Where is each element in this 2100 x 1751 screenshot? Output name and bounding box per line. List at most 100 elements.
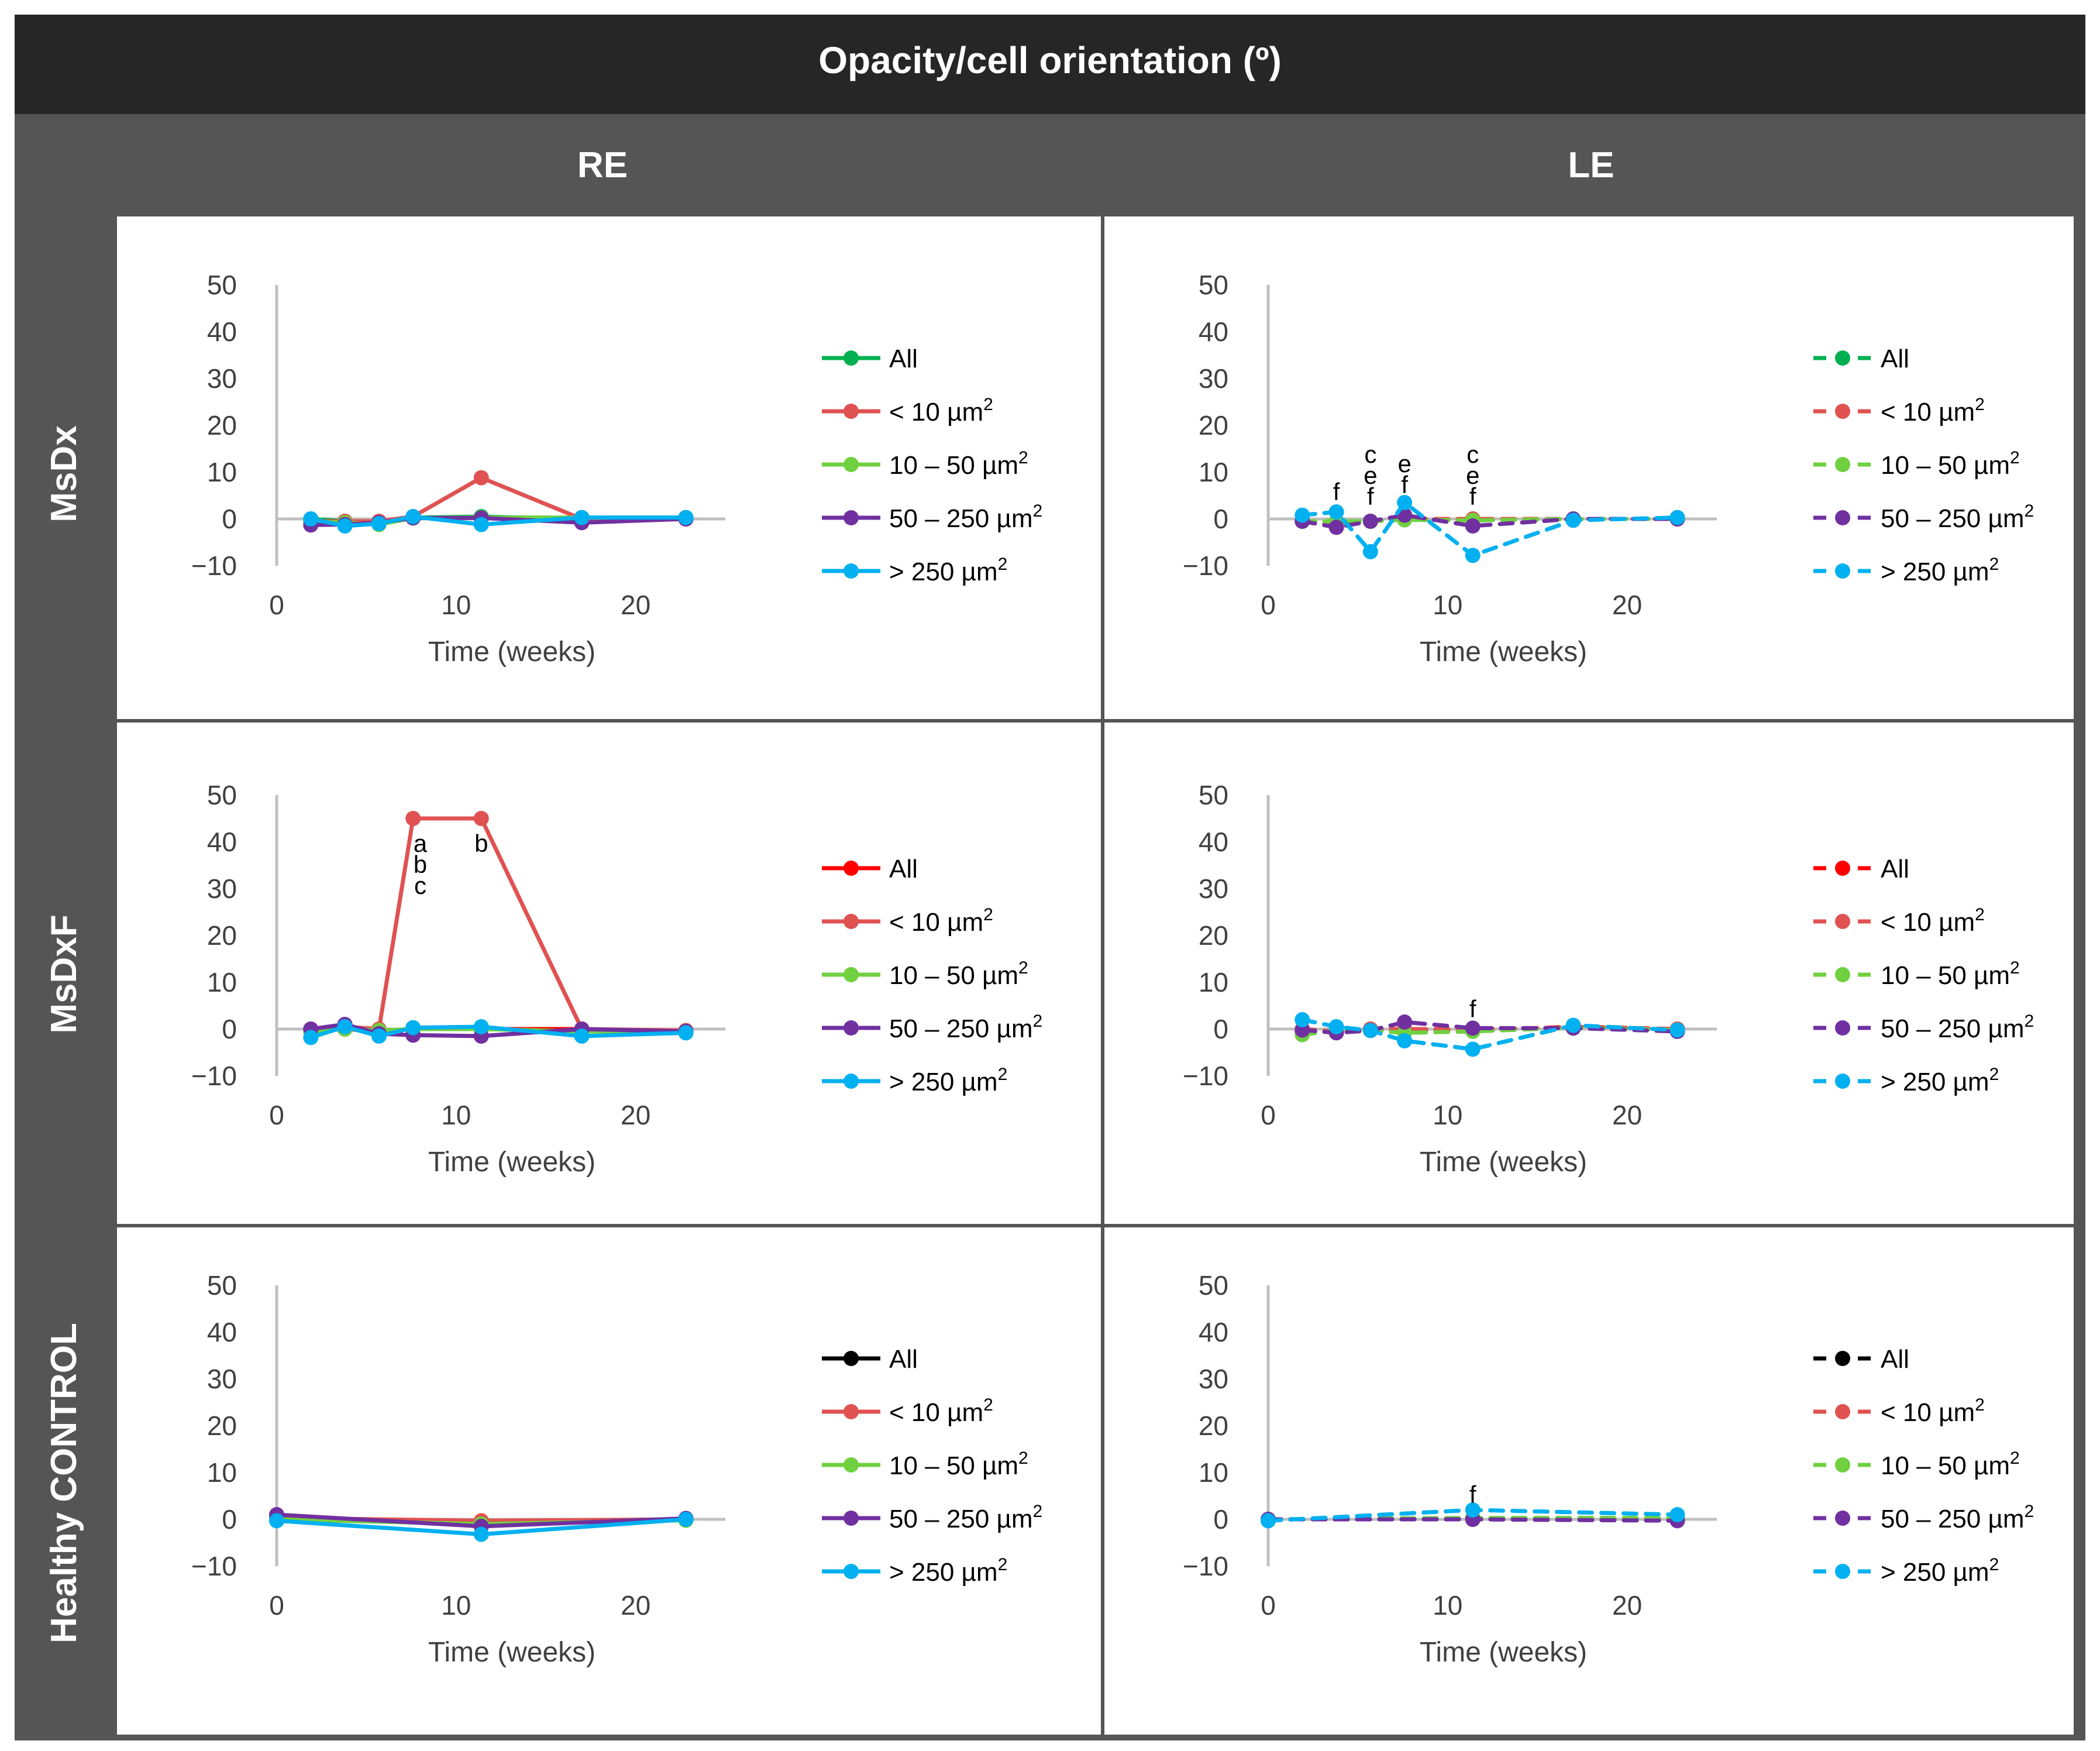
legend-label: All xyxy=(889,855,918,883)
x-tick-label: 20 xyxy=(1612,590,1642,620)
data-point xyxy=(1465,518,1481,534)
x-tick-label: 0 xyxy=(1261,1590,1276,1621)
data-point xyxy=(1465,548,1481,563)
y-tick-label: 50 xyxy=(1199,1270,1228,1301)
chart-control-re: 50 40 30 20 10 0 −10 0 10 20 Time (weeks) All < 10 µ… xyxy=(191,1270,1042,1668)
data-point xyxy=(337,1019,353,1034)
x-tick-label: 0 xyxy=(269,590,284,620)
legend-marker xyxy=(844,1457,859,1473)
data-point xyxy=(1565,1017,1581,1033)
legend-marker xyxy=(1835,967,1850,982)
y-tick-label: 10 xyxy=(207,1457,237,1488)
data-point xyxy=(1328,520,1344,535)
y-tick-label: 40 xyxy=(1199,1317,1228,1347)
data-point xyxy=(405,1020,421,1036)
y-tick-label: −10 xyxy=(191,1551,237,1581)
legend-marker xyxy=(844,350,859,366)
legend-label: 50 – 250 µm2 xyxy=(889,1012,1042,1043)
y-tick-label: 40 xyxy=(207,827,237,857)
legend-label: > 250 µm2 xyxy=(1881,1555,1999,1587)
y-tick-label: 40 xyxy=(207,1317,237,1347)
x-tick-label: 0 xyxy=(1261,1100,1276,1130)
legend-label: 10 – 50 µm2 xyxy=(1881,1449,2020,1480)
data-point xyxy=(1295,1012,1310,1027)
data-point xyxy=(1669,1507,1685,1522)
data-point xyxy=(269,1513,284,1529)
data-point xyxy=(405,811,421,826)
significance-letter: f xyxy=(1401,471,1408,498)
legend-marker xyxy=(844,1564,859,1579)
data-point xyxy=(1397,1033,1413,1048)
legend-label: 10 – 50 µm2 xyxy=(889,448,1028,480)
data-point xyxy=(473,811,489,826)
y-tick-label: −10 xyxy=(1183,551,1228,581)
legend-marker xyxy=(1835,1020,1850,1036)
legend-label: > 250 µm2 xyxy=(889,1065,1007,1096)
data-point xyxy=(303,511,319,527)
data-point xyxy=(1397,1014,1413,1030)
x-tick-label: 10 xyxy=(441,1590,471,1621)
data-point xyxy=(1465,1041,1481,1057)
significance-letter: f xyxy=(1469,1481,1476,1508)
data-point xyxy=(473,1019,489,1034)
data-point xyxy=(1328,1019,1344,1034)
legend-label: 50 – 250 µm2 xyxy=(889,1502,1042,1533)
legend-label: 10 – 50 µm2 xyxy=(889,958,1028,990)
y-tick-label: 10 xyxy=(207,967,237,997)
legend-label: All xyxy=(889,345,918,373)
significance-letter: a xyxy=(414,830,428,857)
y-tick-label: 50 xyxy=(1199,270,1228,300)
legend-marker xyxy=(844,1020,859,1036)
y-tick-label: 10 xyxy=(1199,967,1228,997)
x-axis-title: Time (weeks) xyxy=(428,1637,595,1668)
significance-letter: e xyxy=(1466,462,1479,489)
legend-marker xyxy=(1835,510,1850,525)
significance-letter: f xyxy=(1367,483,1374,510)
data-point xyxy=(473,1526,489,1542)
y-tick-label: 50 xyxy=(207,780,237,810)
significance-letter: e xyxy=(1364,462,1377,489)
y-tick-label: 20 xyxy=(207,920,237,951)
data-point xyxy=(371,516,387,531)
y-tick-label: 0 xyxy=(1213,1504,1228,1535)
legend-label: 10 – 50 µm2 xyxy=(1881,958,2020,990)
legend-label: 50 – 250 µm2 xyxy=(1881,1502,2034,1533)
data-point xyxy=(337,518,353,534)
data-point xyxy=(1565,512,1581,528)
significance-letter: f xyxy=(1333,478,1340,505)
y-tick-label: 30 xyxy=(207,873,237,904)
legend-marker xyxy=(1835,1564,1850,1579)
x-tick-label: 0 xyxy=(269,1590,284,1621)
legend-label: < 10 µm2 xyxy=(1881,1395,1985,1427)
legend-label: All xyxy=(889,1345,918,1374)
data-point xyxy=(1295,507,1310,523)
legend-label: > 250 µm2 xyxy=(889,1555,1007,1587)
x-tick-label: 20 xyxy=(1612,1100,1642,1130)
panel-area xyxy=(117,216,2074,1735)
significance-letter: c xyxy=(1364,441,1376,468)
significance-letter: f xyxy=(1469,995,1476,1023)
y-tick-label: 0 xyxy=(222,504,237,534)
legend-marker xyxy=(1835,1074,1850,1089)
legend-label: 50 – 250 µm2 xyxy=(1881,1012,2034,1043)
y-tick-label: −10 xyxy=(1183,1551,1228,1581)
x-axis-title: Time (weeks) xyxy=(1420,637,1587,668)
legend-marker xyxy=(844,861,859,876)
legend-marker xyxy=(844,967,859,982)
data-point xyxy=(678,1025,694,1041)
data-point xyxy=(678,1512,694,1527)
row-header-msdxf: MsDxF xyxy=(44,914,84,1033)
y-tick-label: 0 xyxy=(222,1504,237,1535)
y-tick-label: 10 xyxy=(1199,1457,1228,1488)
row-header-healthy-control: Healthy CONTROL xyxy=(44,1323,84,1643)
data-point xyxy=(1669,1022,1685,1038)
legend-label: < 10 µm2 xyxy=(1881,395,1985,426)
y-tick-label: 30 xyxy=(207,1364,237,1394)
legend-marker xyxy=(1835,404,1850,419)
y-tick-label: 30 xyxy=(1199,363,1228,394)
y-tick-label: 20 xyxy=(1199,410,1228,441)
legend-marker xyxy=(844,914,859,929)
y-tick-label: −10 xyxy=(1183,1061,1228,1091)
